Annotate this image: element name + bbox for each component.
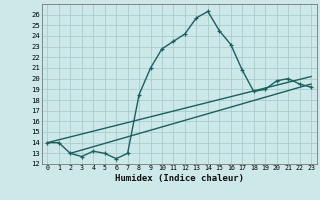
X-axis label: Humidex (Indice chaleur): Humidex (Indice chaleur) (115, 174, 244, 183)
